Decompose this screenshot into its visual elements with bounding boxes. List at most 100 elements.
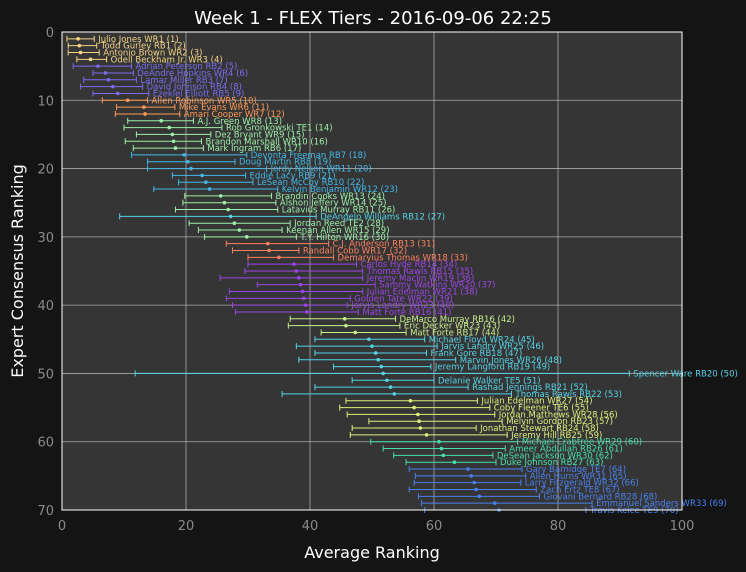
point-label: Jeremy Langford RB19 (49) — [434, 363, 550, 373]
point-marker — [379, 364, 384, 369]
point-label: Doug Martin RB8 (19) — [239, 158, 331, 168]
point-label: Rob Gronkowski TE1 (14) — [226, 124, 333, 134]
point-label: Thomas Rawls RB22 (53) — [515, 390, 622, 400]
point-label: Rashad Jennings RB21 (52) — [472, 383, 588, 393]
data-point: Alshon Jeffery WR14 (25) — [182, 199, 387, 209]
point-marker — [474, 487, 478, 492]
data-point: Demaryius Thomas WR18 (33) — [247, 253, 468, 263]
x-tick-label: 60 — [426, 519, 443, 534]
data-point: Jordy Nelson WR11 (20) — [147, 165, 372, 175]
data-point: Golden Tate WR22 (39) — [225, 294, 453, 304]
point-label: Kelvin Benjamin WR12 (23) — [282, 185, 398, 195]
data-point: Brandon Marshall WR10 (16) — [124, 137, 328, 147]
plot-frame — [61, 31, 683, 511]
data-point: Spencer Ware RB20 (50) — [134, 369, 738, 379]
data-point: Jonathan Stewart RB24 (58) — [351, 424, 599, 434]
point-marker — [244, 235, 249, 239]
data-point: Allen Robinson WR5 (10) — [101, 96, 257, 106]
point-label: Spencer Ware RB20 (50) — [633, 369, 738, 379]
point-label: DeAngelo Williams RB12 (27) — [320, 212, 445, 222]
point-marker — [78, 50, 83, 55]
point-label: Eric Decker WR23 (43) — [404, 322, 500, 332]
data-point: David Johnson RB4 (8) — [80, 83, 242, 93]
point-marker — [437, 439, 441, 444]
point-label: Demaryius Thomas WR18 (33) — [338, 253, 468, 263]
point-label: Delanie Walker TE5 (51) — [438, 376, 541, 386]
point-label: Adrian Peterson RB2 (5) — [135, 62, 237, 72]
data-point: LeSean McCoy RB10 (22) — [178, 178, 364, 188]
point-marker — [292, 262, 296, 266]
point-marker — [111, 84, 115, 89]
point-marker — [200, 173, 204, 178]
data-point: Giovani Bernard RB28 (68) — [418, 492, 657, 502]
y-tick-label: 60 — [37, 436, 54, 451]
point-marker — [302, 296, 306, 301]
point-label: Carlos Hyde RB14 (34) — [361, 260, 458, 270]
y-tick-label: 40 — [37, 299, 54, 314]
point-label: Emmanuel Sanders WR33 (69) — [596, 499, 727, 509]
data-point: Amari Cooper WR7 (12) — [114, 110, 285, 120]
point-marker — [388, 385, 393, 389]
point-marker — [226, 207, 230, 212]
data-point: Michael Floyd WR24 (45) — [314, 335, 535, 345]
data-point: Larry Fitzgerald WR32 (66) — [413, 479, 639, 489]
data-point: Eddie Lacy RB9 (21) — [171, 171, 336, 181]
data-point: T.Y. Hilton WR16 (30) — [204, 233, 389, 243]
data-point: Jeremy Hill RB25 (59) — [349, 431, 602, 441]
data-point: Matt Forte RB16 (41) — [235, 308, 452, 318]
plot-area — [62, 32, 682, 510]
point-marker — [96, 64, 100, 68]
x-tick-label: 80 — [550, 519, 567, 534]
point-label: Golden Tate WR22 (39) — [354, 294, 452, 304]
point-label: Brandin Cooks WR13 (24) — [276, 192, 385, 202]
point-marker — [303, 303, 308, 307]
point-label: Mike Evans WR6 (11) — [179, 103, 269, 113]
data-point: Mark Ingram RB6 (17) — [132, 144, 301, 154]
data-point: Carlos Hyde RB14 (34) — [247, 260, 458, 270]
point-label: Matt Forte RB16 (41) — [362, 308, 451, 318]
point-label: Giovani Bernard RB28 (68) — [543, 492, 657, 502]
data-point: Jarvis Landry WR25 (46) — [295, 342, 544, 352]
data-point: Jeremy Maclin WR19 (36) — [219, 274, 474, 284]
data-point: A.J. Green WR8 (13) — [127, 117, 282, 127]
point-label: Mark Ingram RB6 (17) — [207, 144, 301, 154]
point-label: Gary Barnidge TE7 (64) — [526, 465, 626, 475]
point-label: Sammy Watkins WR20 (37) — [379, 281, 495, 291]
point-marker — [412, 405, 416, 410]
data-point: Devonta Freeman RB7 (18) — [130, 151, 366, 161]
point-label: Jarvis Landry WR25 (46) — [440, 342, 544, 352]
data-point: Matt Forte RB17 (44) — [320, 328, 499, 338]
data-point: Sammy Watkins WR20 (37) — [256, 281, 495, 291]
data-point: Ameer Abdullah RB26 (61) — [382, 445, 623, 455]
point-marker — [441, 453, 446, 458]
point-marker — [167, 125, 172, 130]
point-label: DeAndre Hopkins WR4 (6) — [137, 69, 248, 79]
point-marker — [342, 317, 347, 321]
data-point: Eric Decker WR23 (43) — [287, 322, 500, 332]
point-marker — [373, 351, 378, 355]
point-marker — [186, 159, 190, 164]
point-marker — [417, 419, 421, 424]
point-marker — [367, 337, 371, 342]
x-tick-label: 40 — [302, 519, 319, 534]
data-point: DeAngelo Williams RB12 (27) — [119, 212, 445, 222]
data-point: Rashad Jennings RB21 (52) — [314, 383, 588, 393]
point-label: Eddie Lacy RB9 (21) — [250, 171, 336, 181]
point-label: David Johnson RB4 (8) — [147, 83, 242, 93]
point-label: Julio Jones WR1 (1) — [97, 35, 178, 45]
data-point: Jordan Matthews WR28 (56) — [346, 410, 618, 420]
data-point: Todd Gurley RB1 (2) — [67, 42, 186, 52]
point-marker — [170, 132, 175, 137]
point-marker — [408, 398, 413, 403]
point-marker — [204, 180, 208, 185]
data-point: Michael Crabtree WR29 (60) — [370, 438, 642, 448]
point-label: Jordan Matthews WR28 (56) — [498, 410, 618, 420]
point-marker — [159, 118, 163, 123]
point-marker — [492, 501, 497, 505]
point-marker — [207, 187, 212, 191]
data-point: Frank Gore RB18 (47) — [314, 349, 522, 359]
point-marker — [125, 98, 130, 103]
point-label: Zach Ertz TE8 (67) — [540, 486, 619, 496]
point-marker — [381, 371, 385, 376]
